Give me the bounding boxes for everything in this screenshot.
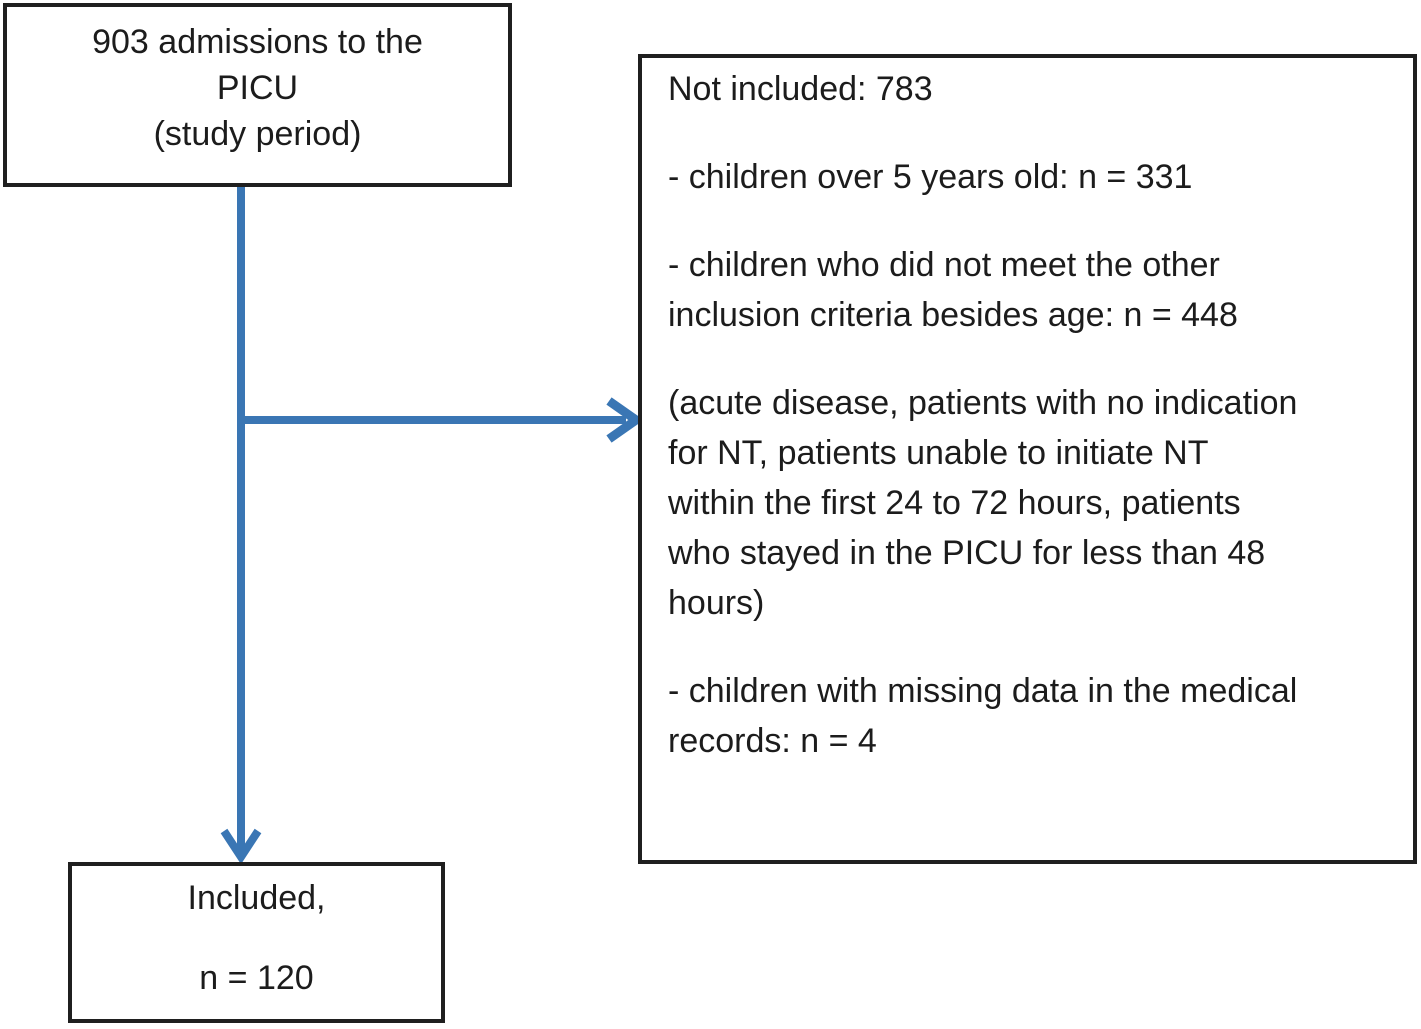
exclusion-detail-line: within the first 24 to 72 hours, patient… (668, 484, 1241, 522)
exclusion-reason-missing-data: - children with missing data in the medi… (668, 666, 1397, 766)
exclusion-reason-line: inclusion criteria besides age: n = 448 (668, 296, 1238, 334)
admissions-box-line: (study period) (153, 115, 362, 153)
exclusion-criteria-details: (acute disease, patients with no indicat… (668, 378, 1397, 628)
not-included-total-line: Not included: 783 (668, 70, 933, 108)
included-box: Included, n = 120 (68, 862, 445, 1023)
exclusion-reason-line: records: n = 4 (668, 722, 877, 760)
admissions-box-line: 903 admissions to the (92, 23, 423, 61)
exclusion-detail-line: who stayed in the PICU for less than 48 (668, 534, 1266, 572)
exclusion-reason-criteria: - children who did not meet the other in… (668, 240, 1397, 340)
exclusion-reason-line: - children with missing data in the medi… (668, 672, 1298, 710)
exclusion-reason-line: - children who did not meet the other (668, 246, 1220, 284)
not-included-box: Not included: 783 - children over 5 year… (638, 54, 1417, 864)
admissions-box: 903 admissions to the PICU (study period… (3, 3, 512, 187)
admissions-box-line: PICU (216, 69, 299, 107)
exclusion-detail-line: hours) (668, 584, 765, 622)
exclusion-reason-age: - children over 5 years old: n = 331 (668, 152, 1397, 202)
exclusion-reason-line: - children over 5 years old: n = 331 (668, 158, 1193, 196)
arrow-right-icon (606, 397, 644, 443)
included-box-line: n = 120 (199, 959, 314, 997)
arrow-down-icon (220, 828, 262, 865)
included-box-line: Included, (187, 879, 326, 917)
exclusion-detail-line: for NT, patients unable to initiate NT (668, 434, 1209, 472)
not-included-total: Not included: 783 (668, 64, 1397, 114)
exclusion-detail-line: (acute disease, patients with no indicat… (668, 384, 1298, 422)
